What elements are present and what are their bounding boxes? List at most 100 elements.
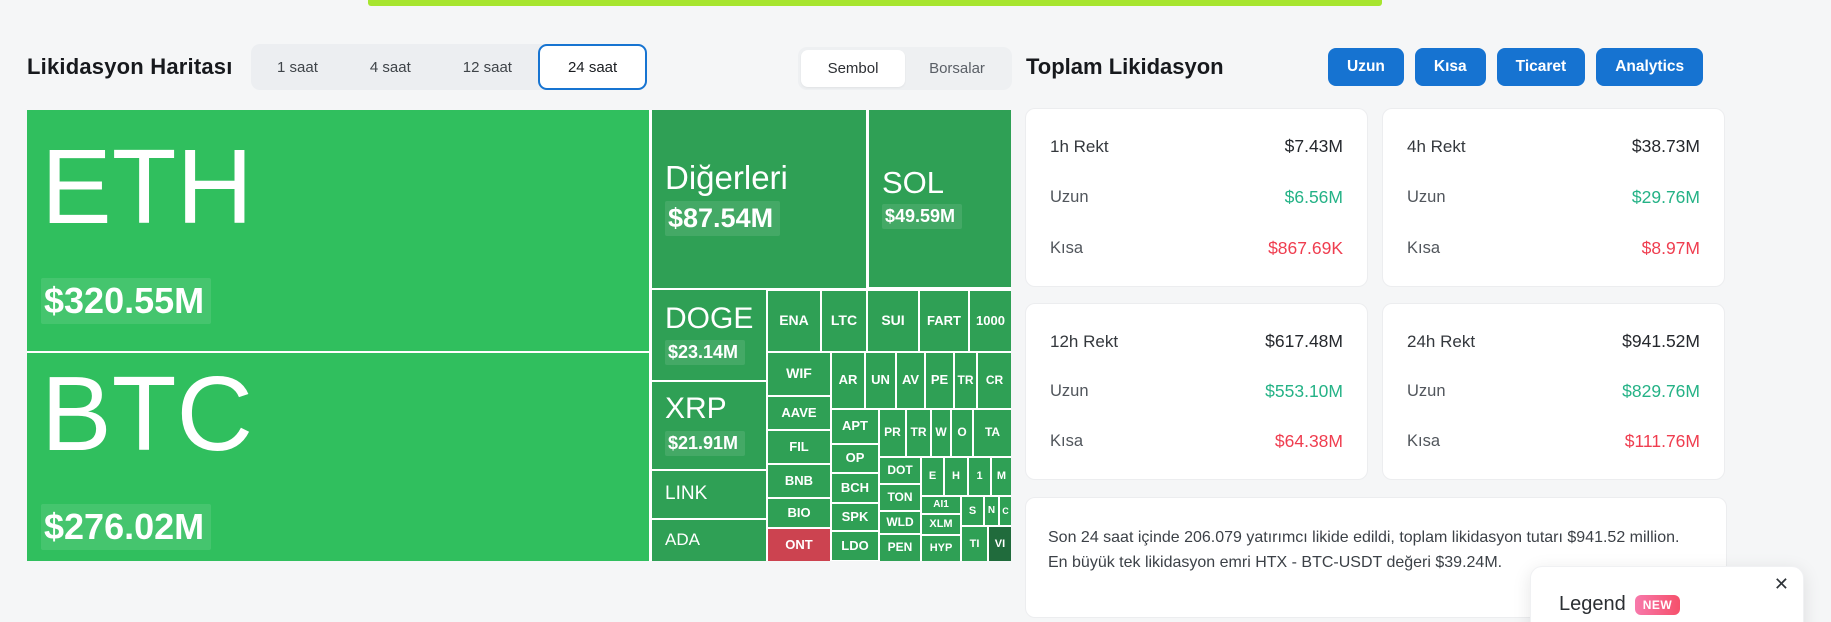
treemap-tile-ar[interactable]: AR <box>832 353 864 408</box>
treemap-tile-o[interactable]: O <box>952 410 972 456</box>
treemap-tile-ltc[interactable]: LTC <box>822 291 866 351</box>
tile-symbol: APT <box>842 418 868 434</box>
tile-symbol: PR <box>884 425 901 440</box>
treemap-tile-pr[interactable]: PR <box>880 410 905 456</box>
treemap-tile-cr[interactable]: CR <box>978 353 1011 408</box>
tile-symbol: SOL <box>882 164 945 200</box>
tile-symbol: UN <box>871 372 890 388</box>
treemap-tile-ton[interactable]: TON <box>880 485 920 510</box>
treemap-tile-w[interactable]: W <box>932 410 950 456</box>
short-label: Kısa <box>1407 239 1441 257</box>
toggle-sembol[interactable]: Sembol <box>801 50 905 87</box>
stat-card-4h: 4h Rekt $38.73M Uzun $29.76M Kısa $8.97M <box>1382 108 1725 287</box>
tile-value: $23.14M <box>665 340 746 366</box>
treemap-tile-fart[interactable]: FART <box>920 291 968 351</box>
tile-symbol: XRP <box>665 392 727 426</box>
tile-symbol: 1 <box>976 470 983 483</box>
treemap-tile-hyp[interactable]: HYP <box>922 536 960 561</box>
treemap-tile-ont[interactable]: ONT <box>768 529 830 561</box>
treemap-tile-dierleri[interactable]: Diğerleri $87.54M <box>652 110 866 288</box>
treemap-tile-pe[interactable]: PE <box>926 353 953 408</box>
tile-symbol: LINK <box>665 483 708 505</box>
time-tab-24-saat[interactable]: 24 saat <box>537 44 648 90</box>
treemap-tile-un[interactable]: UN <box>866 353 895 408</box>
summary-card: Son 24 saat içinde 206.079 yatırımcı lik… <box>1025 497 1727 618</box>
card-total: $7.43M <box>1284 136 1343 156</box>
action-button-ksa[interactable]: Kısa <box>1414 48 1486 86</box>
treemap-tile-btc[interactable]: BTC $276.02M <box>27 353 649 561</box>
treemap-tile-av[interactable]: AV <box>897 353 924 408</box>
treemap-tile-dot[interactable]: DOT <box>880 458 920 483</box>
legend-popup: ✕ Legend NEW <box>1530 566 1804 622</box>
action-button-uzun[interactable]: Uzun <box>1328 48 1404 86</box>
treemap-tile-ada[interactable]: ADA <box>652 520 766 561</box>
treemap-tile-tr[interactable]: TR <box>955 353 976 408</box>
treemap-tile-link[interactable]: LINK <box>652 471 766 518</box>
treemap-tile-n[interactable]: N <box>985 497 998 525</box>
treemap-tile-1000[interactable]: 1000 <box>970 291 1011 351</box>
treemap-tile-sui[interactable]: SUI <box>868 291 918 351</box>
action-button-ticaret[interactable]: Ticaret <box>1496 48 1586 86</box>
short-label: Kısa <box>1050 239 1084 257</box>
treemap-tile-fil[interactable]: FIL <box>768 431 830 463</box>
action-button-analytics[interactable]: Analytics <box>1596 48 1704 86</box>
tile-symbol: WLD <box>886 514 914 529</box>
stat-card-24h: 24h Rekt $941.52M Uzun $829.76M Kısa $111.7… <box>1382 303 1725 480</box>
treemap-tile-1[interactable]: 1 <box>969 458 990 495</box>
treemap-tile-bch[interactable]: BCH <box>832 474 878 502</box>
time-tab-12-saat[interactable]: 12 saat <box>437 44 538 90</box>
treemap-tile-op[interactable]: OP <box>832 445 878 472</box>
treemap-tile-wif[interactable]: WIF <box>768 353 830 395</box>
treemap-tile-aave[interactable]: AAVE <box>768 397 830 429</box>
treemap-tile-sol[interactable]: SOL $49.59M <box>869 110 1011 287</box>
time-tab-4-saat[interactable]: 4 saat <box>344 44 437 90</box>
treemap-tile-ti[interactable]: TI <box>962 527 987 561</box>
tile-symbol: CR <box>985 372 1004 387</box>
toggle-borsalar[interactable]: Borsalar <box>929 60 985 77</box>
page-title: Likidasyon Haritası <box>27 54 233 79</box>
treemap-tile-tr[interactable]: TR <box>907 410 930 456</box>
tile-symbol: VI <box>994 537 1006 550</box>
tile-symbol: AAVE <box>781 404 817 420</box>
treemap-tile-ta[interactable]: TA <box>974 410 1011 456</box>
treemap-tile-s[interactable]: S <box>962 497 983 525</box>
treemap-tile-bio[interactable]: BIO <box>768 499 830 527</box>
tile-symbol: W <box>935 425 947 440</box>
treemap-tile-h[interactable]: H <box>945 458 967 495</box>
treemap-tile-bnb[interactable]: BNB <box>768 465 830 497</box>
tile-symbol: FIL <box>789 438 809 454</box>
treemap-tile-pen[interactable]: PEN <box>880 535 920 561</box>
treemap-tile-wld[interactable]: WLD <box>880 512 920 533</box>
treemap-tile-xrp[interactable]: XRP $21.91M <box>652 382 766 469</box>
card-period: 1h Rekt <box>1050 136 1109 156</box>
treemap-tile-ena[interactable]: ENA <box>768 291 820 351</box>
treemap-tile-ai1[interactable]: AI1 <box>922 497 960 513</box>
tile-symbol: WIF <box>786 365 812 382</box>
tile-symbol: C <box>1002 505 1009 516</box>
tile-symbol: Diğerleri <box>665 159 788 197</box>
treemap-tile-e[interactable]: E <box>922 458 943 495</box>
time-tab-1-saat[interactable]: 1 saat <box>251 44 344 90</box>
close-icon[interactable]: ✕ <box>1773 574 1789 594</box>
tile-value: $49.59M <box>882 204 963 230</box>
treemap-tile-m[interactable]: M <box>992 458 1011 495</box>
treemap-tile-apt[interactable]: APT <box>832 410 878 443</box>
tile-value: $87.54M <box>665 200 781 236</box>
long-value: $6.56M <box>1284 187 1343 207</box>
tile-symbol: XLM <box>929 518 953 531</box>
treemap-tile-xlm[interactable]: XLM <box>922 515 960 534</box>
treemap-tile-c[interactable]: C <box>1000 497 1011 525</box>
tile-symbol: AI1 <box>933 499 949 511</box>
tile-symbol: H <box>952 470 960 483</box>
tile-symbol: PEN <box>887 540 913 555</box>
treemap-tile-eth[interactable]: ETH $320.55M <box>27 110 649 351</box>
tile-symbol: TON <box>887 489 913 504</box>
tile-symbol: ENA <box>779 312 809 329</box>
tile-symbol: HYP <box>929 542 953 555</box>
treemap-tile-spk[interactable]: SPK <box>832 504 878 530</box>
treemap-tile-vi[interactable]: VI <box>989 527 1011 561</box>
treemap-tile-doge[interactable]: DOGE $23.14M <box>652 290 766 380</box>
card-period: 24h Rekt <box>1407 331 1476 351</box>
treemap-tile-ldo[interactable]: LDO <box>832 532 878 560</box>
tile-symbol: BNB <box>784 472 814 488</box>
